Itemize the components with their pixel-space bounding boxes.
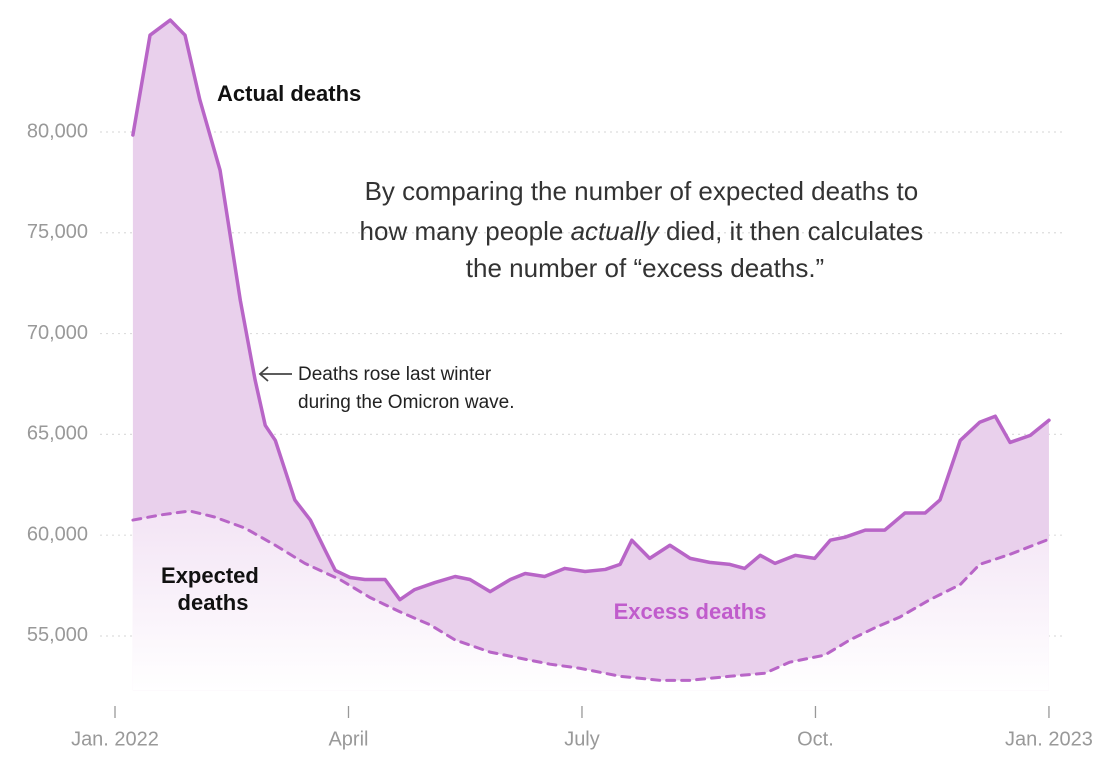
y-tick-label: 75,000 xyxy=(27,221,88,243)
explanation: By comparing the number of expected deat… xyxy=(360,176,931,283)
omicron-note: Deaths rose last winter during the Omicr… xyxy=(298,364,515,413)
omicron-note-line: Deaths rose last winter xyxy=(298,364,492,385)
y-tick-label: 80,000 xyxy=(27,120,88,142)
note-line: By comparing the number of expected deat… xyxy=(365,176,919,206)
line xyxy=(131,18,1051,602)
x-tick-label: April xyxy=(328,728,368,750)
excess-label: Excess deaths xyxy=(614,599,767,624)
x-tick-label: Jan. 2022 xyxy=(71,728,159,750)
expected-label: Expected deaths xyxy=(161,563,265,615)
y-tick-label: 60,000 xyxy=(27,523,88,545)
line xyxy=(131,509,1051,682)
expected-label-line: deaths xyxy=(178,590,249,615)
y-tick-label: 55,000 xyxy=(27,624,88,646)
note-part: died, it then calculates xyxy=(659,216,924,246)
note-line: how many people actually died, it then c… xyxy=(360,216,924,246)
expected-label-line: Expected xyxy=(161,563,259,588)
note-part: actually xyxy=(571,216,661,246)
x-tick-label: Jan. 2023 xyxy=(1005,728,1093,750)
arrow xyxy=(258,366,292,382)
x-tick-label: Oct. xyxy=(797,728,834,750)
actual-label: Actual deaths xyxy=(217,81,361,106)
note-line: the number of “excess deaths.” xyxy=(466,253,824,283)
area xyxy=(132,510,1049,691)
y-tick-label: 65,000 xyxy=(27,423,88,445)
omicron-note-line: during the Omicron wave. xyxy=(298,392,515,413)
x-tick-label: July xyxy=(564,728,600,750)
y-tick-label: 70,000 xyxy=(27,322,88,344)
note-part: how many people xyxy=(360,216,571,246)
